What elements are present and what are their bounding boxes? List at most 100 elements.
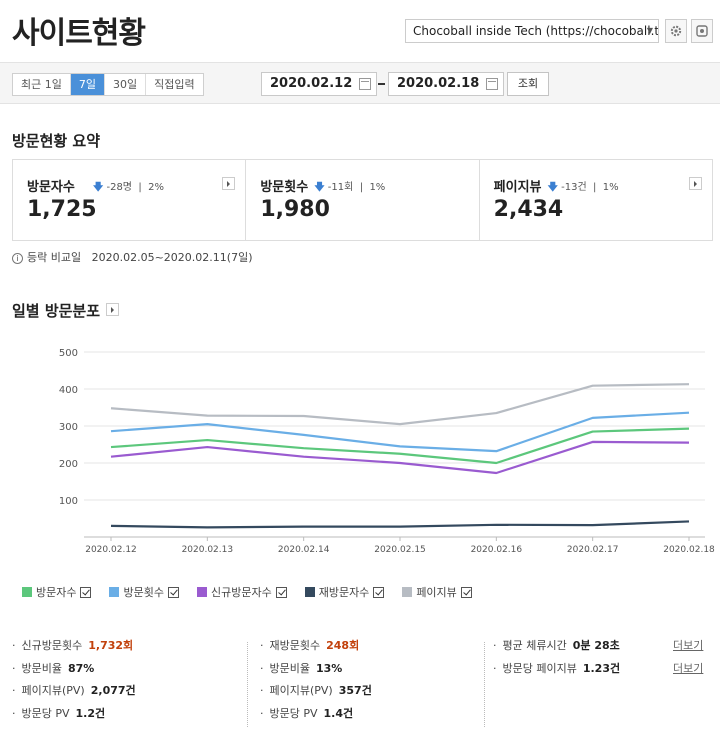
end-date-field[interactable]: 2020.02.18: [388, 72, 504, 96]
calendar-icon[interactable]: [486, 78, 498, 90]
site-select-value: Chocoball inside Tech (https://chocoball…: [413, 24, 659, 38]
chart-title: 일별 방문분포: [12, 302, 101, 320]
x-tick-label: 2020.02.15: [374, 545, 426, 555]
legend-new-visitors[interactable]: 신규방문자수: [196, 584, 287, 600]
chevron-right-icon[interactable]: [106, 303, 120, 316]
date-toolbar: 최근 1일 7일 30일 직접입력 2020.02.12 2020.02.18 …: [0, 62, 720, 104]
series-line: [110, 411, 690, 453]
stat-row: 방문당 PV 1.4건: [260, 705, 372, 728]
stat-label: 페이지뷰(PV): [269, 684, 333, 698]
stat-row: 방문당 PV 1.2건: [12, 705, 136, 728]
y-tick-label: 300: [59, 422, 78, 433]
stat-row: 방문당 페이지뷰 1.23건 더보기: [493, 660, 708, 683]
settings-button[interactable]: [665, 19, 687, 43]
card-label: 방문자수: [27, 180, 75, 195]
stat-row: 페이지뷰(PV) 2,077건: [12, 682, 136, 705]
legend-returning-visitors[interactable]: 재방문자수: [304, 584, 385, 600]
stat-value: 1,732회: [88, 639, 134, 652]
stat-label: 방문당 PV: [21, 707, 70, 721]
legend-pageviews[interactable]: 페이지뷰: [402, 584, 472, 600]
stat-label: 재방문횟수: [269, 639, 321, 652]
legend-swatch: [196, 587, 207, 597]
stats-divider: [484, 642, 485, 727]
card-delta-pct: 1%: [369, 182, 386, 193]
chart-legend: 방문자수 방문횟수 신규방문자수 재방문자수 페이지뷰: [22, 584, 490, 600]
stat-label: 신규방문횟수: [21, 639, 83, 652]
range-option-30days[interactable]: 30일: [105, 74, 147, 95]
manage-button[interactable]: [691, 19, 713, 43]
legend-swatch: [22, 587, 32, 597]
stat-value: 248회: [326, 639, 360, 652]
legend-label: 방문자수: [36, 586, 77, 599]
card-delta-pct: 2%: [148, 182, 164, 193]
info-icon: i: [12, 253, 23, 264]
range-option-custom[interactable]: 직접입력: [154, 78, 195, 91]
start-date-value: 2020.02.12: [270, 76, 353, 91]
stat-label: 페이지뷰(PV): [21, 684, 85, 698]
x-tick-label: 2020.02.13: [182, 545, 234, 555]
more-link[interactable]: 더보기: [673, 661, 704, 675]
x-tick-label: 2020.02.18: [663, 545, 715, 555]
stat-value: 0분 28초: [572, 639, 620, 652]
legend-visitors[interactable]: 방문자수: [22, 584, 92, 600]
series-line: [110, 383, 690, 426]
legend-label: 방문횟수: [123, 586, 164, 599]
legend-swatch: [402, 587, 413, 597]
card-value: 1,980: [260, 197, 330, 222]
compare-period: i 등락 비교일 2020.02.05~2020.02.11(7일): [12, 249, 253, 265]
chevron-right-icon[interactable]: [688, 177, 702, 190]
stat-label: 방문비율: [269, 661, 310, 675]
stat-label: 평균 체류시간: [502, 639, 567, 652]
chevron-right-icon[interactable]: [222, 177, 236, 190]
site-select[interactable]: Chocoball inside Tech (https://chocoball…: [405, 19, 659, 43]
stat-row: 재방문횟수 248회: [260, 637, 372, 660]
y-tick-label: 200: [59, 459, 78, 470]
legend-label: 신규방문자수: [210, 586, 272, 599]
stat-value: 357건: [338, 684, 372, 698]
summary-title: 방문현황 요약: [12, 132, 101, 150]
checkbox-checked-icon[interactable]: [275, 586, 287, 598]
visitors-card: 방문자수 🡇 -28명 | 2% 1,725: [13, 160, 247, 240]
legend-visits[interactable]: 방문횟수: [109, 584, 179, 600]
card-label: 페이지뷰: [493, 180, 542, 195]
daily-visits-chart: 100 200 300 400 500 2020.02.12 2020.02.13 2020.…: [59, 348, 715, 555]
card-delta-value: -13건: [561, 182, 587, 193]
stat-value: 87%: [67, 661, 95, 675]
checkbox-checked-icon[interactable]: [373, 586, 385, 598]
stats-column-returning: 재방문횟수 248회 방문비율 13% 페이지뷰(PV) 357건 방문당 PV 1.4…: [260, 637, 372, 728]
card-delta: 🡇 -11회 | 1%: [314, 182, 386, 193]
stat-row: 방문비율 13%: [260, 660, 372, 683]
card-delta-pct: 1%: [602, 182, 619, 193]
start-date-field[interactable]: 2020.02.12: [261, 72, 377, 96]
range-option-7days[interactable]: 7일: [70, 74, 105, 95]
checkbox-checked-icon[interactable]: [80, 586, 92, 598]
pageviews-card: 페이지뷰 🡇 -13건 | 1% 2,434: [480, 160, 712, 240]
card-delta: 🡇 -28명 | 2%: [93, 182, 164, 193]
series-line: [110, 520, 690, 529]
checkbox-checked-icon[interactable]: [167, 586, 179, 598]
compare-label: 등락 비교일: [27, 251, 82, 264]
range-option-1day[interactable]: 최근 1일: [13, 74, 71, 95]
card-delta-value: -11회: [327, 182, 354, 193]
page-title: 사이트현황: [12, 16, 146, 51]
checkbox-checked-icon[interactable]: [460, 586, 472, 598]
stat-row: 평균 체류시간 0분 28초 더보기: [493, 637, 708, 660]
arrow-down-icon: 🡇: [547, 182, 558, 193]
arrow-down-icon: 🡇: [314, 182, 325, 193]
end-date-value: 2020.02.18: [397, 76, 480, 91]
x-tick-label: 2020.02.12: [85, 545, 137, 555]
legend-swatch: [109, 587, 120, 597]
more-link[interactable]: 더보기: [673, 639, 704, 652]
stat-row: 페이지뷰(PV) 357건: [260, 682, 372, 705]
card-delta: 🡇 -13건 | 1%: [547, 182, 619, 193]
date-separator: [378, 83, 385, 85]
stat-row: 신규방문횟수 1,732회: [12, 637, 136, 660]
stat-value: 2,077건: [90, 684, 136, 698]
legend-label: 페이지뷰: [416, 586, 457, 599]
stat-label: 방문당 페이지뷰: [502, 661, 577, 675]
gear-icon: [670, 25, 682, 37]
calendar-icon[interactable]: [359, 78, 371, 90]
search-button[interactable]: 조회: [507, 72, 549, 96]
y-tick-label: 100: [59, 496, 78, 507]
